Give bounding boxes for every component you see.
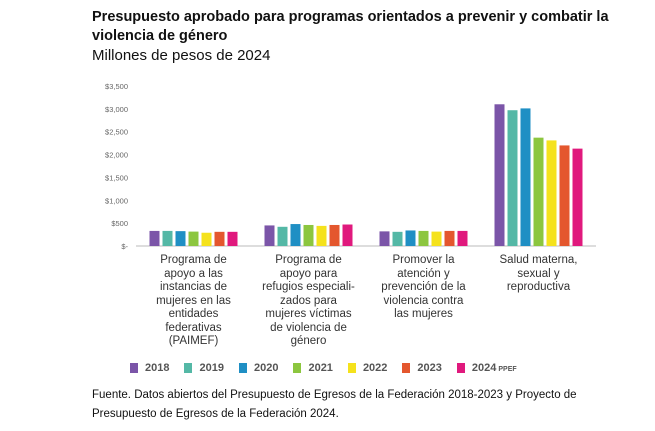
legend-label: 2023	[417, 362, 442, 374]
y-tick-label: $1,000	[105, 196, 128, 205]
y-tick-label: $500	[111, 219, 128, 228]
legend-swatch	[347, 363, 356, 373]
chart-title: Presupuesto aprobado para programas orie…	[92, 9, 609, 44]
bar	[457, 230, 468, 246]
legend-label-suffix: PPEF	[498, 365, 517, 373]
legend-item: 2022	[347, 362, 388, 374]
legend-item: 2024 PPEF	[456, 362, 517, 374]
legend-swatch	[130, 363, 138, 373]
bar	[175, 231, 186, 246]
bar	[392, 231, 403, 246]
bar	[546, 140, 557, 246]
legend-swatch	[402, 363, 411, 373]
legend-label: 2018	[145, 362, 170, 374]
x-category-label: Programa de apoyo a las instancias de mu…	[156, 254, 231, 347]
source-note: Fuente. Datos abiertos del Presupuesto d…	[92, 389, 577, 420]
bar	[303, 224, 314, 246]
legend-swatch	[238, 363, 247, 373]
bar	[494, 104, 505, 247]
y-tick-label: $3,000	[105, 105, 128, 114]
bar	[533, 137, 544, 246]
legend-swatch	[184, 363, 193, 373]
legend-swatch	[456, 363, 465, 373]
x-category-label: Promover la atención y prevención de la …	[381, 254, 466, 320]
legend-label: 2021	[308, 362, 333, 374]
y-tick-label: $1,500	[105, 173, 128, 182]
bar	[149, 230, 160, 246]
bar	[188, 231, 199, 246]
y-tick-label: $3,500	[105, 82, 128, 91]
bar	[507, 110, 518, 246]
legend-swatch	[293, 363, 302, 373]
legend-label: 2022	[362, 362, 388, 374]
y-tick-label: $2,000	[105, 151, 128, 160]
bar	[431, 231, 442, 246]
chart-area: $3,500 $3,000 $2,500 $2,000 $1,500 $1,000 $500…	[86, 76, 616, 376]
x-category-label: Programa de apoyo para refugios especial…	[262, 254, 355, 347]
bar	[342, 224, 353, 246]
bar	[264, 225, 275, 246]
bar	[405, 230, 416, 246]
y-tick-label: $-	[121, 242, 128, 251]
bar	[572, 148, 583, 246]
bar	[379, 231, 390, 246]
legend-item: 2018	[130, 362, 169, 374]
bar-chart: $3,500 $3,000 $2,500 $2,000 $1,500 $1,000 $500…	[105, 82, 596, 251]
bar	[418, 230, 429, 246]
legend-label: 2020	[253, 362, 279, 374]
bar	[227, 231, 238, 246]
bar	[277, 226, 288, 246]
chart-subtitle: Millones de pesos de 2024	[92, 47, 271, 64]
bar	[316, 225, 327, 246]
y-tick-label: $2,500	[105, 128, 128, 137]
legend-item: 2021	[293, 362, 333, 374]
bar	[201, 232, 212, 246]
bar	[520, 108, 531, 247]
legend-label: 2019	[199, 362, 224, 374]
bar	[290, 224, 301, 246]
bar	[162, 230, 173, 246]
legend-label: 2024	[471, 362, 497, 374]
bar	[329, 224, 340, 246]
bar	[559, 145, 570, 246]
chart-legend: 2018 2019 2020 2021 2022 2023 2024 PPEF	[130, 361, 532, 375]
x-category-label: Salud materna, sexual y reproductiva	[499, 254, 578, 293]
legend-item: 2019	[184, 362, 224, 374]
legend-item: 2020	[238, 362, 279, 374]
bar	[444, 230, 455, 246]
legend-item: 2023	[402, 362, 442, 374]
bar	[214, 231, 225, 246]
